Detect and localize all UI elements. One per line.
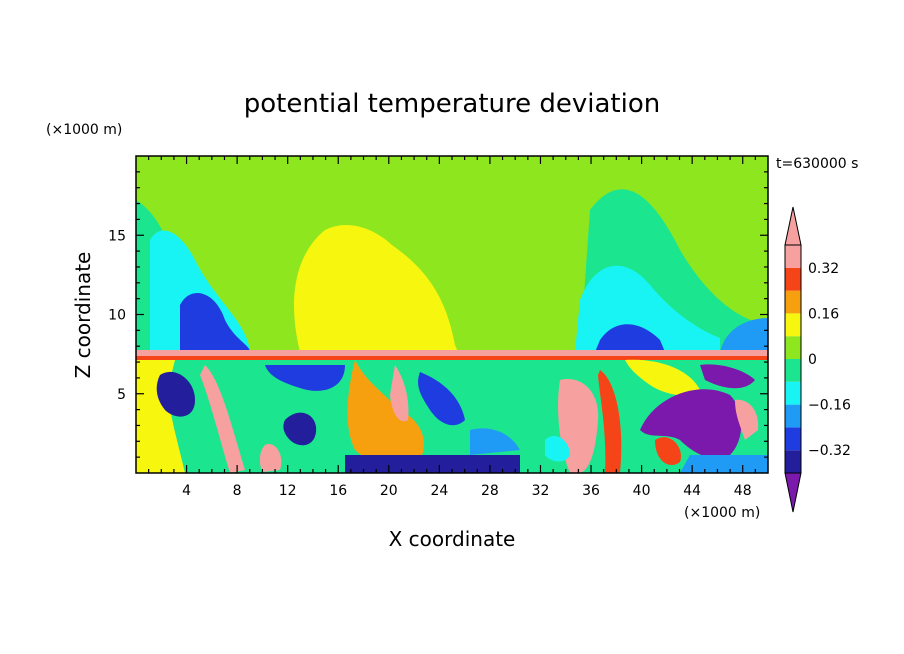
x-tick-label: 32 xyxy=(532,483,550,499)
x-tick-label: 40 xyxy=(633,483,651,499)
field-region xyxy=(200,365,245,473)
colorbar-frame xyxy=(784,244,802,474)
field-band xyxy=(136,350,768,359)
field-region xyxy=(347,360,424,466)
field-region xyxy=(625,359,700,396)
field-region xyxy=(720,318,768,352)
field-region xyxy=(283,412,317,446)
field-region xyxy=(470,428,520,455)
field-region xyxy=(390,365,409,422)
field-region xyxy=(545,435,570,462)
y-tick-label: 15 xyxy=(108,228,126,244)
y-unit-label: (×1000 m) xyxy=(46,122,122,138)
field-region xyxy=(655,437,681,466)
x-tick-label: 12 xyxy=(279,483,297,499)
field-region xyxy=(598,370,622,473)
colorbar-tick-label: 0.16 xyxy=(808,306,839,322)
x-tick-label: 24 xyxy=(430,483,448,499)
x-tick-label: 44 xyxy=(683,483,701,499)
colorbar-bin xyxy=(785,359,801,382)
colorbar-bin xyxy=(785,450,801,473)
colorbar: 0.32 0.16 0 −0.16 −0.32 xyxy=(784,206,851,513)
field-band xyxy=(136,356,768,360)
field-region xyxy=(136,360,185,473)
chart-title: potential temperature deviation xyxy=(244,89,660,119)
time-label: t=630000 s xyxy=(776,156,858,172)
colorbar-tick-label: −0.16 xyxy=(808,398,851,414)
x-tick-label: 36 xyxy=(582,483,600,499)
colorbar-bin xyxy=(785,245,801,268)
contour-field xyxy=(136,156,768,473)
field-region xyxy=(735,399,759,440)
colorbar-tick-label: −0.32 xyxy=(808,443,851,459)
field-region xyxy=(680,455,768,473)
x-unit-label: (×1000 m) xyxy=(684,505,760,521)
field-region xyxy=(180,293,250,352)
colorbar-bin xyxy=(785,290,801,314)
field-region xyxy=(345,455,520,473)
colorbar-tick-label: 0.32 xyxy=(808,261,839,277)
colorbar-over-arrow xyxy=(784,206,802,246)
y-axis-ticks: 5 10 15 xyxy=(108,171,768,458)
field-region xyxy=(418,372,465,426)
x-tick-label: 20 xyxy=(380,483,398,499)
x-tick-label: 16 xyxy=(329,483,347,499)
x-axis-title: X coordinate xyxy=(389,527,516,551)
x-tick-label: 8 xyxy=(233,483,242,499)
y-tick-label: 10 xyxy=(108,308,126,324)
colorbar-under-arrow xyxy=(784,472,802,513)
x-tick-label: 28 xyxy=(481,483,499,499)
field-region xyxy=(265,365,345,391)
colorbar-bin xyxy=(785,313,801,337)
x-tick-label: 4 xyxy=(182,483,191,499)
colorbar-tick-label: 0 xyxy=(808,352,817,368)
colorbar-bin xyxy=(785,381,801,405)
colorbar-bin xyxy=(785,404,801,428)
colorbar-bin xyxy=(785,267,801,291)
field-region xyxy=(156,371,195,417)
plot-frame xyxy=(135,155,769,474)
colorbar-bin xyxy=(785,427,801,451)
field-region xyxy=(294,225,458,352)
x-tick-label: 48 xyxy=(734,483,752,499)
field-region xyxy=(700,364,755,389)
field-region xyxy=(640,389,742,459)
field-region xyxy=(259,444,282,472)
y-axis-title: Z coordinate xyxy=(71,252,95,379)
field-region xyxy=(595,324,665,352)
y-tick-label: 5 xyxy=(117,387,126,403)
colorbar-bin xyxy=(785,336,801,359)
